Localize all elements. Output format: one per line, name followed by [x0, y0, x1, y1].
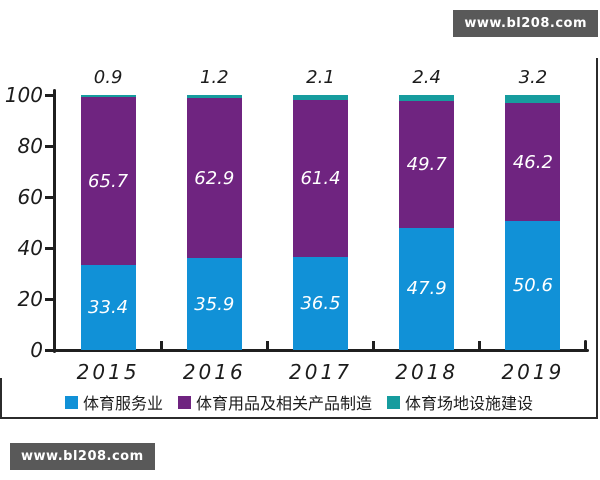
bar-top-value-label: 3.2 [518, 67, 548, 88]
y-axis-line [53, 89, 56, 353]
bar-top-value-label: 2.4 [412, 67, 441, 88]
y-axis-tick [45, 297, 54, 301]
x-axis-category-label: 2019 [501, 360, 565, 384]
legend-swatch-icon [64, 395, 78, 409]
frame-border-right [596, 58, 598, 419]
y-axis-tick [45, 195, 54, 199]
bar-top-value-label: 1.2 [199, 67, 229, 88]
bar-segment-0-2 [80, 95, 136, 98]
y-axis-tick-label: 60 [17, 185, 43, 209]
bar-segment-1-1: 62.9 [186, 98, 242, 259]
bar-segment-2-0: 36.5 [293, 256, 348, 350]
bar-segment-1-2 [186, 95, 242, 99]
x-axis-category-label: 2015 [76, 360, 140, 384]
y-axis-tick-label: 20 [17, 287, 43, 311]
bar-value-label: 33.4 [88, 296, 129, 318]
bar-value-label: 50.6 [512, 274, 553, 296]
legend-label: 体育用品及相关产品制造 [195, 394, 372, 413]
bar-value-label: 61.4 [300, 168, 341, 190]
x-axis-category-label: 2017 [289, 360, 352, 384]
legend-label: 体育场地设施建设 [405, 394, 534, 413]
bar-segment-1-0: 35.9 [186, 258, 242, 350]
bar-top-value-label: 0.9 [93, 67, 123, 88]
bar-value-label: 47.9 [406, 278, 447, 300]
bar-segment-3-1: 49.7 [399, 101, 455, 228]
bar-segment-3-0: 47.9 [399, 227, 455, 350]
legend: 体育服务业 体育用品及相关产品制造 体育场地设施建设 [0, 390, 598, 414]
x-axis-tick [159, 341, 163, 350]
x-axis-tick [372, 341, 376, 350]
y-axis-tick-label: 0 [30, 338, 43, 362]
bar-segment-0-1: 65.7 [80, 97, 136, 265]
y-axis-tick [45, 246, 54, 250]
y-axis-tick [45, 93, 54, 97]
y-axis-tick-label: 40 [17, 236, 43, 260]
bar-segment-4-0: 50.6 [505, 220, 561, 350]
x-axis-line [53, 349, 589, 352]
bar-segment-0-0: 33.4 [80, 264, 136, 350]
x-axis-category-label: 2018 [395, 360, 459, 384]
bar-top-value-label: 2.1 [306, 67, 335, 88]
frame-border-bottom [0, 417, 598, 419]
x-axis-tick [265, 341, 269, 350]
x-axis-category-label: 2016 [182, 360, 246, 384]
watermark-bottom-left: www.bl208.com [10, 443, 155, 470]
bar-value-label: 46.2 [512, 151, 553, 173]
bar-value-label: 65.7 [88, 170, 129, 192]
watermark-top-right: www.bl208.com [453, 10, 598, 37]
bar-segment-4-2 [505, 95, 561, 104]
bar-segment-3-2 [399, 95, 455, 102]
bar-value-label: 35.9 [194, 293, 235, 315]
bar-value-label: 49.7 [406, 153, 447, 175]
legend-item: 体育场地设施建设 [387, 390, 533, 414]
legend-swatch-icon [177, 395, 191, 409]
bar-value-label: 36.5 [300, 292, 341, 314]
y-axis-tick [45, 348, 54, 352]
frame-border-left [0, 378, 2, 419]
legend-swatch-icon [387, 395, 400, 409]
y-axis-tick-label: 80 [17, 134, 43, 158]
y-axis-tick [45, 144, 54, 148]
bar-value-label: 62.9 [194, 167, 235, 189]
legend-label: 体育服务业 [82, 394, 163, 413]
plot-area: 0 20 40 60 80 100 33.4 65.7 0.9 2015 35.9 62.9 1.2 20… [5, 67, 589, 384]
x-axis-tick [478, 341, 482, 350]
legend-item: 体育用品及相关产品制造 [177, 390, 372, 414]
legend-item: 体育服务业 [64, 390, 163, 414]
x-axis-end-hook [584, 340, 587, 351]
y-axis-tick-label: 100 [4, 83, 43, 107]
bar-segment-4-1: 46.2 [505, 103, 561, 221]
bar-segment-2-2 [293, 95, 348, 101]
bar-segment-2-1: 61.4 [293, 100, 348, 257]
